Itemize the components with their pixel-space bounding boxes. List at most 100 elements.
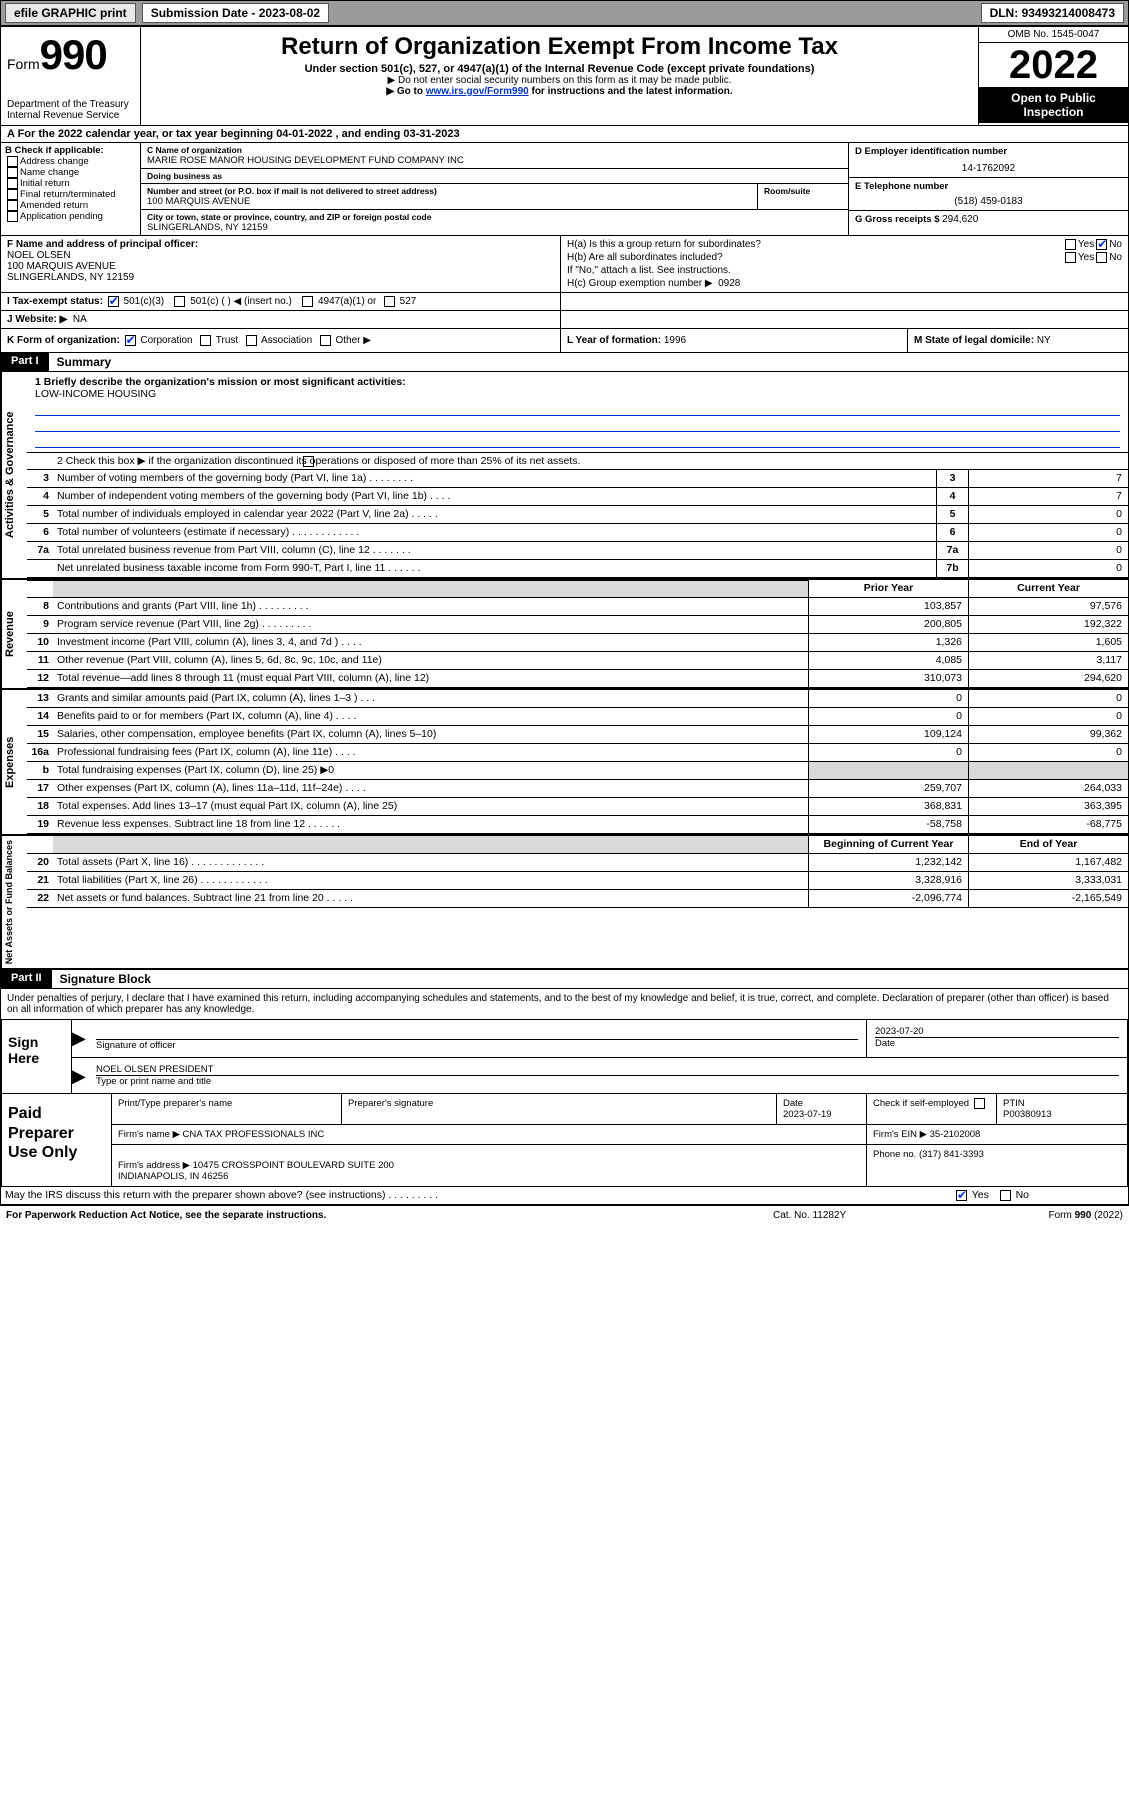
prior-value: 310,073	[808, 670, 968, 687]
hc-label: H(c) Group exemption number ▶	[567, 278, 713, 289]
line-num: 12	[27, 670, 53, 687]
prep-date: 2023-07-19	[783, 1109, 860, 1120]
current-value: 363,395	[968, 798, 1128, 815]
chk-other[interactable]	[320, 335, 331, 346]
gov-row: 3 Number of voting members of the govern…	[27, 470, 1128, 488]
header-right: OMB No. 1545-0047 2022 Open to Public In…	[978, 27, 1128, 125]
self-employed-cell: Check if self-employed	[867, 1094, 997, 1124]
efile-button[interactable]: efile GRAPHIC print	[5, 3, 136, 23]
ha-row: H(a) Is this a group return for subordin…	[567, 238, 1122, 251]
website-value: NA	[73, 314, 87, 325]
line-num: 6	[27, 524, 53, 541]
officer-name: NOEL OLSEN	[7, 250, 554, 261]
table-row: 15 Salaries, other compensation, employe…	[27, 726, 1128, 744]
line-num	[27, 560, 53, 577]
goto-note: ▶ Go to www.irs.gov/Form990 for instruct…	[149, 86, 970, 97]
line-desc: Total liabilities (Part X, line 26) . . …	[53, 872, 808, 889]
form-number: 990	[40, 31, 107, 78]
part2-title: Signature Block	[52, 970, 159, 988]
line-value: 7	[968, 488, 1128, 505]
street-value: 100 MARQUIS AVENUE	[147, 196, 751, 207]
chk-address-change[interactable]: Address change	[5, 156, 136, 167]
irs-link[interactable]: www.irs.gov/Form990	[426, 86, 529, 97]
chk-4947[interactable]	[302, 296, 313, 307]
line-num: 11	[27, 652, 53, 669]
line-box: 3	[936, 470, 968, 487]
prior-value: 109,124	[808, 726, 968, 743]
tel-label: E Telephone number	[855, 181, 1122, 192]
chk-final-return[interactable]: Final return/terminated	[5, 189, 136, 200]
current-value: 97,576	[968, 598, 1128, 615]
chk-discontinued[interactable]	[303, 456, 314, 467]
current-value: 1,605	[968, 634, 1128, 651]
paid-preparer-table: Paid Preparer Use Only Print/Type prepar…	[1, 1094, 1128, 1187]
hb-no[interactable]	[1096, 252, 1107, 263]
dln-value: 93493214008473	[1022, 6, 1115, 20]
discuss-no[interactable]	[1000, 1190, 1011, 1201]
line-desc: Salaries, other compensation, employee b…	[53, 726, 808, 743]
header-mid: Return of Organization Exempt From Incom…	[141, 27, 978, 125]
chk-trust[interactable]	[200, 335, 211, 346]
chk-app-pending[interactable]: Application pending	[5, 211, 136, 222]
m-label: M State of legal domicile:	[914, 335, 1037, 346]
omb-number: OMB No. 1545-0047	[979, 27, 1128, 43]
ptin-value: P00380913	[1003, 1109, 1121, 1120]
tax-year: 2022	[979, 43, 1128, 87]
current-value: 192,322	[968, 616, 1128, 633]
form-990: Form990 Department of the Treasury Inter…	[0, 26, 1129, 1206]
revenue-group: Revenue Prior Year Current Year 8 Contri…	[1, 580, 1128, 690]
prior-value: 368,831	[808, 798, 968, 815]
ha-no[interactable]	[1096, 239, 1107, 250]
ha-yes[interactable]	[1065, 239, 1076, 250]
section-f-h: F Name and address of principal officer:…	[1, 236, 1128, 293]
prior-value: 0	[808, 708, 968, 725]
net-header: Beginning of Current Year End of Year	[27, 836, 1128, 854]
discuss-yes[interactable]	[956, 1190, 967, 1201]
chk-527[interactable]	[384, 296, 395, 307]
chk-name-change[interactable]: Name change	[5, 167, 136, 178]
line-num: b	[27, 762, 53, 779]
pra-notice: For Paperwork Reduction Act Notice, see …	[6, 1210, 773, 1221]
i-label: I Tax-exempt status:	[7, 296, 103, 307]
q1-label: 1 Briefly describe the organization's mi…	[35, 376, 1120, 388]
rev-header: Prior Year Current Year	[27, 580, 1128, 598]
sig-officer-label: Signature of officer	[96, 1040, 858, 1051]
form-subtitle: Under section 501(c), 527, or 4947(a)(1)…	[149, 63, 970, 75]
gross-label: G Gross receipts $	[855, 214, 942, 225]
table-row: 11 Other revenue (Part VIII, column (A),…	[27, 652, 1128, 670]
line-num: 3	[27, 470, 53, 487]
line-desc: Revenue less expenses. Subtract line 18 …	[53, 816, 808, 833]
table-row: 19 Revenue less expenses. Subtract line …	[27, 816, 1128, 834]
chk-501c3[interactable]	[108, 296, 119, 307]
line-num: 17	[27, 780, 53, 797]
current-year-header: Current Year	[968, 580, 1128, 597]
irs-label: Internal Revenue Service	[7, 110, 134, 121]
hc-row: H(c) Group exemption number ▶ 0928	[567, 277, 1122, 290]
chk-assoc[interactable]	[246, 335, 257, 346]
firm-name: CNA TAX PROFESSIONALS INC	[183, 1129, 325, 1140]
col-c-org-info: C Name of organization MARIE ROSE MANOR …	[141, 143, 848, 235]
firm-name-label: Firm's name ▶	[118, 1129, 183, 1140]
chk-initial-return[interactable]: Initial return	[5, 178, 136, 189]
chk-self-employed[interactable]	[974, 1098, 985, 1109]
line-desc: Total expenses. Add lines 13–17 (must eq…	[53, 798, 808, 815]
hb-yes[interactable]	[1065, 252, 1076, 263]
officer-addr1: 100 MARQUIS AVENUE	[7, 261, 554, 272]
line-box: 7a	[936, 542, 968, 559]
chk-501c[interactable]	[174, 296, 185, 307]
table-row: b Total fundraising expenses (Part IX, c…	[27, 762, 1128, 780]
table-row: 17 Other expenses (Part IX, column (A), …	[27, 780, 1128, 798]
goto-pre: ▶ Go to	[386, 86, 425, 97]
firm-addr-label: Firm's address ▶	[118, 1160, 193, 1171]
line-num: 13	[27, 690, 53, 707]
line-num: 7a	[27, 542, 53, 559]
prior-value: -58,758	[808, 816, 968, 833]
group-return-section: H(a) Is this a group return for subordin…	[561, 236, 1128, 292]
line-desc: Total revenue—add lines 8 through 11 (mu…	[53, 670, 808, 687]
chk-corp[interactable]	[125, 335, 136, 346]
row-j: J Website: ▶ NA	[1, 311, 1128, 329]
mission-line	[35, 402, 1120, 416]
submission-date: Submission Date - 2023-08-02	[142, 3, 329, 23]
chk-amended[interactable]: Amended return	[5, 200, 136, 211]
current-value: 294,620	[968, 670, 1128, 687]
